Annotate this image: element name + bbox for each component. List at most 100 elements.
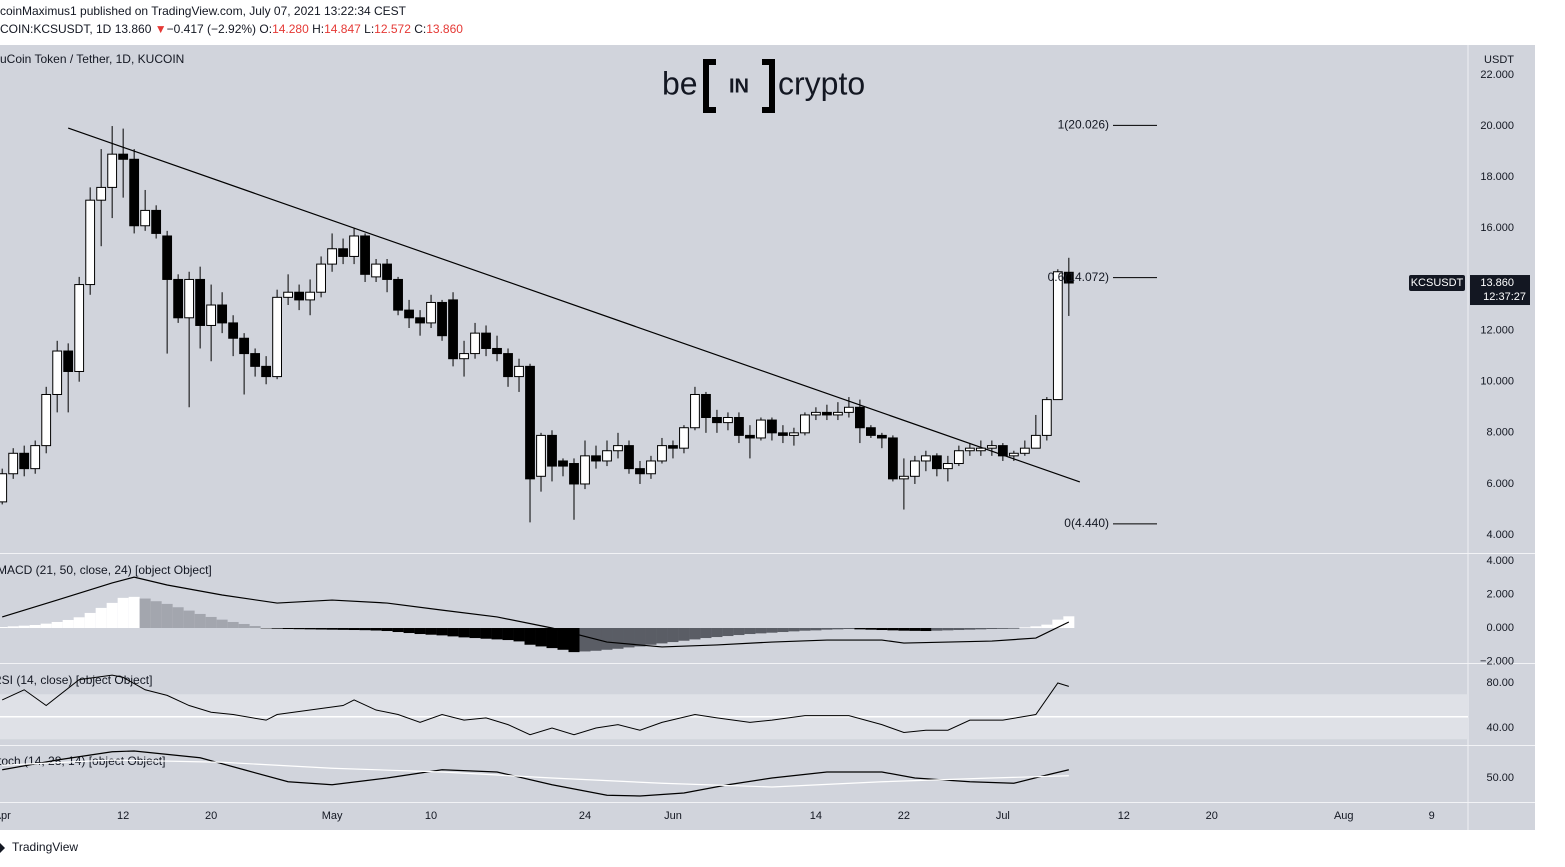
stoch-line xyxy=(2,759,1069,788)
macd-bar xyxy=(106,602,118,629)
fib-label: 0(4.440) xyxy=(1064,516,1109,530)
macd-bar xyxy=(337,628,349,630)
candle-body xyxy=(228,322,239,339)
macd-bar xyxy=(249,625,261,629)
macd-bar xyxy=(381,628,393,632)
macd-bar xyxy=(458,628,470,638)
candle-body xyxy=(404,309,414,319)
macd-bar xyxy=(920,628,932,632)
x-tick-label: 12 xyxy=(117,810,129,822)
candle-body xyxy=(920,455,931,462)
candle-body xyxy=(866,427,876,436)
symbol-line: COIN:KCSUSDT, 1D 13.860 ▼−0.417 (−2.92%)… xyxy=(0,22,463,36)
candle-body xyxy=(294,291,304,301)
macd-bar xyxy=(744,628,756,635)
macd-bar xyxy=(1041,624,1053,629)
last-price-symbol: KCSUSDT xyxy=(1411,277,1464,289)
x-tick-label: Aug xyxy=(1334,810,1354,822)
x-tick-label: Apr xyxy=(0,810,11,822)
candle-body xyxy=(1008,452,1019,457)
macd-bar xyxy=(293,628,305,630)
macd-bar xyxy=(480,628,492,639)
candle-body xyxy=(514,365,524,378)
y-tick-label: 4.000 xyxy=(1486,555,1514,567)
candle-body xyxy=(459,353,469,360)
candle-body xyxy=(668,445,678,449)
y-tick-label: 8.000 xyxy=(1486,427,1514,439)
candle-body xyxy=(448,299,458,360)
candle-body xyxy=(1063,271,1074,284)
x-tick-label: 24 xyxy=(579,810,591,822)
candle-body xyxy=(349,235,359,257)
candle-body xyxy=(162,235,173,280)
y-tick-label: 80.00 xyxy=(1486,677,1514,689)
macd-bar xyxy=(612,628,624,649)
candle-body xyxy=(811,411,821,416)
candle-body xyxy=(547,434,557,467)
macd-bar xyxy=(623,628,635,648)
macd-bar xyxy=(1019,627,1031,629)
macd-bar xyxy=(73,617,85,629)
macd-bar xyxy=(348,628,360,631)
candle-body xyxy=(778,432,788,436)
candle-body xyxy=(0,473,8,503)
logo-right: crypto xyxy=(778,65,865,101)
candle-body xyxy=(107,153,118,188)
candle-body xyxy=(536,434,546,477)
candle-body xyxy=(217,304,228,324)
macd-bar xyxy=(909,628,921,631)
macd-bar xyxy=(579,628,591,652)
macd-bar xyxy=(139,598,151,629)
ohlc-value: 13.860 xyxy=(426,22,463,36)
candle-body xyxy=(195,278,206,326)
trendline xyxy=(67,127,1081,483)
candle-body xyxy=(745,434,755,439)
x-tick-label: 10 xyxy=(425,810,437,822)
fib-label: 0.6(14.072) xyxy=(1048,270,1109,284)
macd-bar xyxy=(84,612,96,629)
rsi-line xyxy=(1,674,1069,736)
candle-body xyxy=(206,304,217,326)
x-tick-label: 14 xyxy=(810,810,822,822)
candle-body xyxy=(657,445,667,462)
candle-body xyxy=(492,347,502,355)
logo: be IN crypto xyxy=(662,59,865,113)
candle-body xyxy=(789,432,799,436)
macd-bar xyxy=(854,628,866,630)
candle-body xyxy=(558,460,568,467)
macd-bar xyxy=(601,628,613,650)
x-tick-label: Jun xyxy=(664,810,682,822)
candle-body xyxy=(800,414,810,434)
candle-body xyxy=(470,332,480,355)
macd-bar xyxy=(370,628,382,631)
macd-bar xyxy=(645,628,657,645)
macd-bar xyxy=(843,628,855,630)
macd-bar xyxy=(436,628,448,636)
macd-bar xyxy=(931,628,943,631)
macd-bar xyxy=(62,619,74,629)
pane-title: uCoin Token / Tether, 1D, KUCOIN xyxy=(0,52,184,66)
candle-body xyxy=(338,248,348,257)
last: 13.860 xyxy=(115,22,152,36)
x-tick-label: 20 xyxy=(1206,810,1218,822)
logo-left: be xyxy=(662,65,698,101)
candle-body xyxy=(503,353,513,378)
last-price-label: 13.860 xyxy=(1480,277,1514,289)
macd-bar xyxy=(40,623,52,629)
y-tick-label: 50.00 xyxy=(1486,772,1514,784)
candle-body xyxy=(184,278,195,319)
footer: TradingView xyxy=(12,840,78,854)
candle-body xyxy=(261,365,272,378)
candle-body xyxy=(679,427,689,449)
macd-bar xyxy=(414,628,426,635)
candle-body xyxy=(756,419,766,439)
arrow: ▼ xyxy=(155,22,167,36)
macd-bar xyxy=(887,628,899,631)
candle-body xyxy=(1052,271,1063,401)
candle-body xyxy=(393,278,403,311)
candle-body xyxy=(767,419,777,434)
x-tick-label: 9 xyxy=(1429,810,1435,822)
candle-body xyxy=(877,434,887,439)
change: −0.417 (−2.92%) xyxy=(167,22,256,36)
